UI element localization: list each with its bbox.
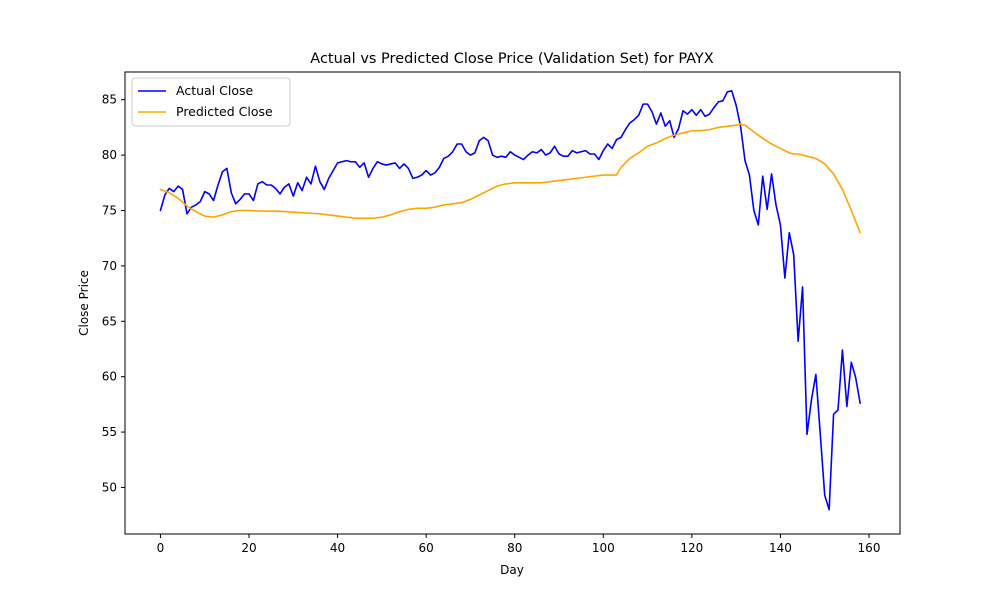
- y-tick-label: 60: [102, 370, 117, 384]
- y-tick-label: 65: [102, 314, 117, 328]
- y-tick-label: 85: [102, 93, 117, 107]
- legend-box: [131, 77, 291, 127]
- series-layer: [159, 90, 861, 511]
- x-tick-label: 0: [157, 541, 165, 555]
- series-line-predicted-close: [159, 123, 861, 234]
- y-tick-label: 75: [102, 203, 117, 217]
- series-line-actual-close: [159, 90, 861, 511]
- x-tick-label: 80: [507, 541, 522, 555]
- legend: Actual Close Predicted Close: [131, 77, 291, 127]
- x-tick-label: 120: [680, 541, 703, 555]
- plot-area: [124, 71, 901, 535]
- y-tick-label: 50: [102, 480, 117, 494]
- y-tick-label: 55: [102, 425, 117, 439]
- plot-frame: [124, 71, 901, 535]
- x-axis: 0 20 40 60 80 100 120 140 160: [157, 534, 881, 555]
- legend-label-predicted: Predicted Close: [176, 104, 273, 119]
- x-tick-label: 40: [330, 541, 345, 555]
- x-tick-label: 160: [858, 541, 881, 555]
- chart-title: Actual vs Predicted Close Price (Validat…: [310, 51, 714, 67]
- x-tick-label: 20: [241, 541, 256, 555]
- y-axis-label: Close Price: [77, 270, 91, 336]
- legend-label-actual: Actual Close: [176, 83, 253, 98]
- y-tick-label: 80: [102, 148, 117, 162]
- y-tick-label: 70: [102, 259, 117, 273]
- x-tick-label: 100: [592, 541, 615, 555]
- x-tick-label: 140: [769, 541, 792, 555]
- x-tick-label: 60: [419, 541, 434, 555]
- y-axis: 50 55 60 65 70 75 80 85: [102, 93, 125, 494]
- x-axis-label: Day: [500, 563, 524, 577]
